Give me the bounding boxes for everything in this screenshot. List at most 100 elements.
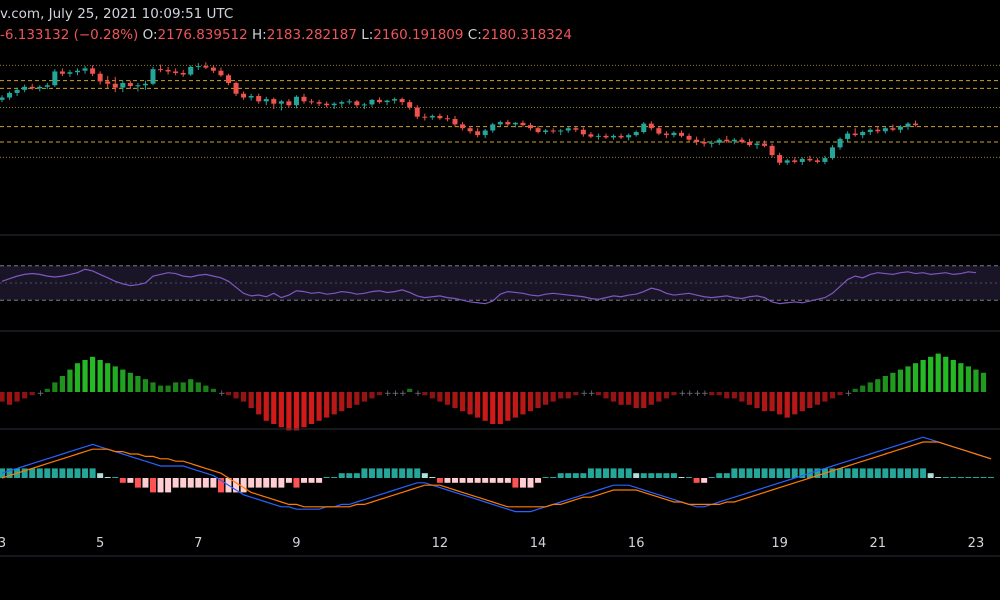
momentum-bar (860, 385, 866, 392)
macd-histogram-bar (316, 478, 323, 483)
macd-histogram-bar (950, 477, 957, 478)
time-axis[interactable]: 3 5 7 9 12 14 16 19 21 23 (0, 234, 1000, 557)
close-label: C: (467, 27, 482, 43)
candle-body (75, 70, 80, 73)
momentum-bar (256, 392, 262, 415)
x-tick-label: 3 (0, 536, 6, 551)
macd-histogram-bar (165, 478, 172, 493)
x-tick-label: 14 (530, 536, 547, 551)
candle-body (762, 143, 768, 146)
momentum-bar (497, 392, 503, 424)
macd-histogram-bar (912, 468, 919, 478)
momentum-pane[interactable]: + + + + + + + + + + + + + (0, 353, 987, 431)
macd-histogram-bar (587, 468, 594, 478)
momentum-bar (527, 392, 534, 412)
zero-cross-mark: + (686, 389, 694, 399)
candle-body (331, 103, 337, 106)
candle-body (648, 123, 654, 129)
momentum-bar (739, 392, 745, 402)
macd-histogram-bar (935, 477, 942, 478)
candle-body (384, 100, 390, 103)
candle-body (233, 82, 239, 94)
momentum-bar (467, 392, 473, 415)
macd-histogram-bar (36, 468, 43, 478)
macd-histogram-bar (474, 478, 481, 483)
momentum-bar (875, 379, 881, 392)
momentum-bar (203, 385, 209, 392)
momentum-bar (22, 392, 28, 399)
macd-histogram-bar (436, 478, 443, 483)
macd-histogram-bar (625, 468, 632, 478)
macd-histogram-bar (6, 468, 13, 478)
macd-histogram-bar (368, 468, 375, 478)
macd-line (1, 436, 992, 513)
macd-histogram-bar (738, 468, 745, 478)
candle-body (271, 99, 277, 104)
momentum-bar (648, 392, 654, 405)
candle-body (437, 115, 443, 119)
macd-pane[interactable] (0, 436, 995, 513)
momentum-bar (82, 360, 88, 392)
momentum-bar (210, 388, 216, 392)
candle-body (256, 96, 262, 102)
macd-histogram-bar (754, 468, 760, 478)
zero-cross-mark: + (580, 389, 588, 399)
macd-histogram-bar (119, 478, 126, 483)
momentum-bar (505, 392, 511, 421)
macd-histogram-bar (195, 478, 202, 488)
low-label: L: (361, 27, 374, 43)
macd-histogram-bar (346, 473, 353, 478)
macd-histogram-bar (82, 468, 89, 478)
macd-histogram-bar (859, 468, 866, 478)
momentum-bar (935, 353, 941, 392)
candle-body (52, 71, 58, 86)
x-tick-label: 7 (194, 536, 202, 551)
signal-line (1, 441, 992, 508)
macd-histogram-bar (391, 468, 398, 478)
candle-body (44, 85, 50, 87)
macd-histogram-bar (210, 478, 217, 488)
candle-body (679, 132, 684, 136)
momentum-bar (105, 363, 111, 392)
momentum-bar (731, 392, 737, 399)
rsi-pane[interactable] (0, 265, 1000, 305)
candle-body (618, 135, 624, 138)
macd-histogram-bar (535, 478, 542, 483)
candle-body (59, 71, 65, 74)
x-tick-label: 12 (432, 536, 449, 551)
macd-histogram-bar (640, 473, 647, 478)
candle-body (497, 122, 503, 125)
macd-histogram-bar (882, 468, 889, 478)
momentum-bar (784, 392, 790, 418)
momentum-bar (346, 392, 352, 408)
candle-body (626, 135, 632, 138)
price-pane[interactable] (0, 62, 1000, 165)
macd-histogram-bar (172, 478, 179, 488)
momentum-bar (950, 360, 956, 392)
momentum-bar (150, 382, 156, 392)
open-label: O: (142, 27, 158, 43)
zero-cross-mark: + (384, 389, 392, 399)
low-value: 2160.191809 (373, 27, 464, 43)
candle-body (452, 119, 458, 125)
zero-cross-mark: + (399, 389, 407, 399)
candle-body (309, 101, 315, 103)
candle-body (807, 158, 813, 161)
candle-body (897, 126, 903, 130)
macd-histogram-bar (187, 478, 194, 488)
macd-histogram-bar (384, 468, 391, 478)
momentum-bar (973, 369, 979, 392)
candle-body (565, 128, 571, 131)
macd-histogram-bar (233, 478, 240, 493)
macd-histogram-bar (444, 478, 451, 483)
macd-histogram-bar (270, 478, 277, 488)
macd-histogram-bar (240, 478, 247, 493)
candle-body (663, 133, 669, 136)
macd-histogram-bar (731, 468, 738, 478)
macd-histogram-bar (618, 468, 625, 478)
momentum-bar (716, 392, 722, 396)
momentum-bar (543, 392, 549, 405)
momentum-bar (512, 392, 518, 418)
momentum-bar (535, 392, 541, 408)
